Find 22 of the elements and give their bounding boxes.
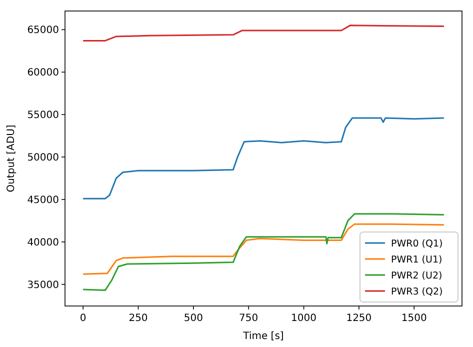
x-tick-label: 1000: [291, 313, 316, 324]
y-axis-title: Output [ADU]: [6, 124, 17, 192]
x-tick-label: 1500: [401, 313, 427, 324]
x-tick-label: 500: [184, 313, 203, 324]
legend-label: PWR1 (U1): [391, 254, 442, 266]
y-tick-label: 45000: [27, 194, 59, 206]
x-axis-title: Time [s]: [242, 331, 284, 342]
line-series: [82, 24, 445, 42]
y-tick-label: 50000: [27, 152, 59, 164]
y-tick-label: 40000: [27, 237, 59, 248]
legend-label: PWR3 (Q2): [391, 286, 443, 298]
line-series: [82, 117, 445, 200]
legend-label: PWR0 (Q1): [391, 238, 443, 250]
y-tick-label: 35000: [27, 280, 59, 291]
y-tick-label: 60000: [27, 68, 59, 79]
x-tick-label: 1250: [346, 313, 372, 324]
x-tick-label: 0: [80, 313, 86, 324]
x-tick-label: 750: [239, 313, 258, 324]
y-tick-label: 65000: [27, 25, 59, 36]
x-tick-label: 250: [128, 313, 148, 324]
y-tick-label: 55000: [27, 110, 59, 122]
legend-label: PWR2 (U2): [391, 270, 442, 282]
